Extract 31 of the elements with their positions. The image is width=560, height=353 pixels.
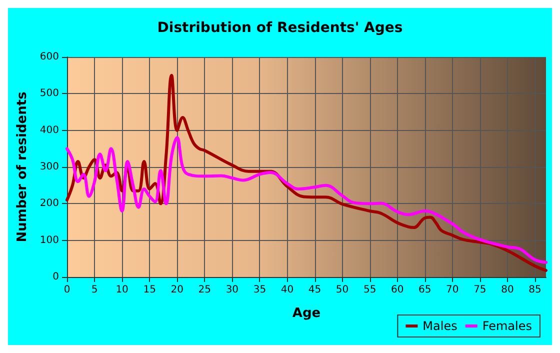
- x-tick-label: 65: [418, 284, 432, 296]
- y-tick-label: 200: [40, 198, 59, 210]
- x-axis-title: Age: [292, 306, 321, 321]
- x-tick-label: 60: [390, 284, 404, 296]
- x-tick-label: 15: [143, 284, 156, 296]
- x-tick-label: 20: [170, 284, 184, 296]
- y-tick-label: 0: [52, 272, 59, 282]
- y-tick-label: 100: [40, 234, 59, 246]
- x-tick-label: 55: [363, 284, 376, 296]
- x-tick-label: 40: [280, 284, 294, 296]
- chart-title: Distribution of Residents' Ages: [157, 20, 403, 36]
- y-tick-label: 600: [40, 52, 59, 62]
- x-tick-label: 35: [253, 284, 266, 296]
- x-tick-label: 25: [198, 284, 212, 296]
- x-tick-label: 45: [308, 284, 322, 296]
- x-tick-label: 0: [64, 284, 70, 296]
- x-tick-label: 80: [501, 284, 514, 296]
- x-tick-label: 50: [336, 284, 349, 296]
- legend-label: Males: [422, 319, 458, 333]
- x-tick-label: 75: [474, 284, 486, 296]
- y-axis-title: Number of residents: [15, 91, 30, 242]
- line-series: [66, 136, 548, 264]
- x-tick-label: 10: [116, 284, 128, 296]
- x-tick-label: 5: [91, 284, 98, 296]
- x-tick-label: 30: [226, 284, 239, 296]
- x-tick-label: 70: [446, 284, 459, 296]
- legend-label: Females: [482, 319, 532, 333]
- y-tick-label: 400: [40, 124, 59, 136]
- y-tick-label: 300: [40, 162, 59, 172]
- x-tick-label: 85: [528, 284, 542, 296]
- y-tick-label: 500: [40, 88, 59, 100]
